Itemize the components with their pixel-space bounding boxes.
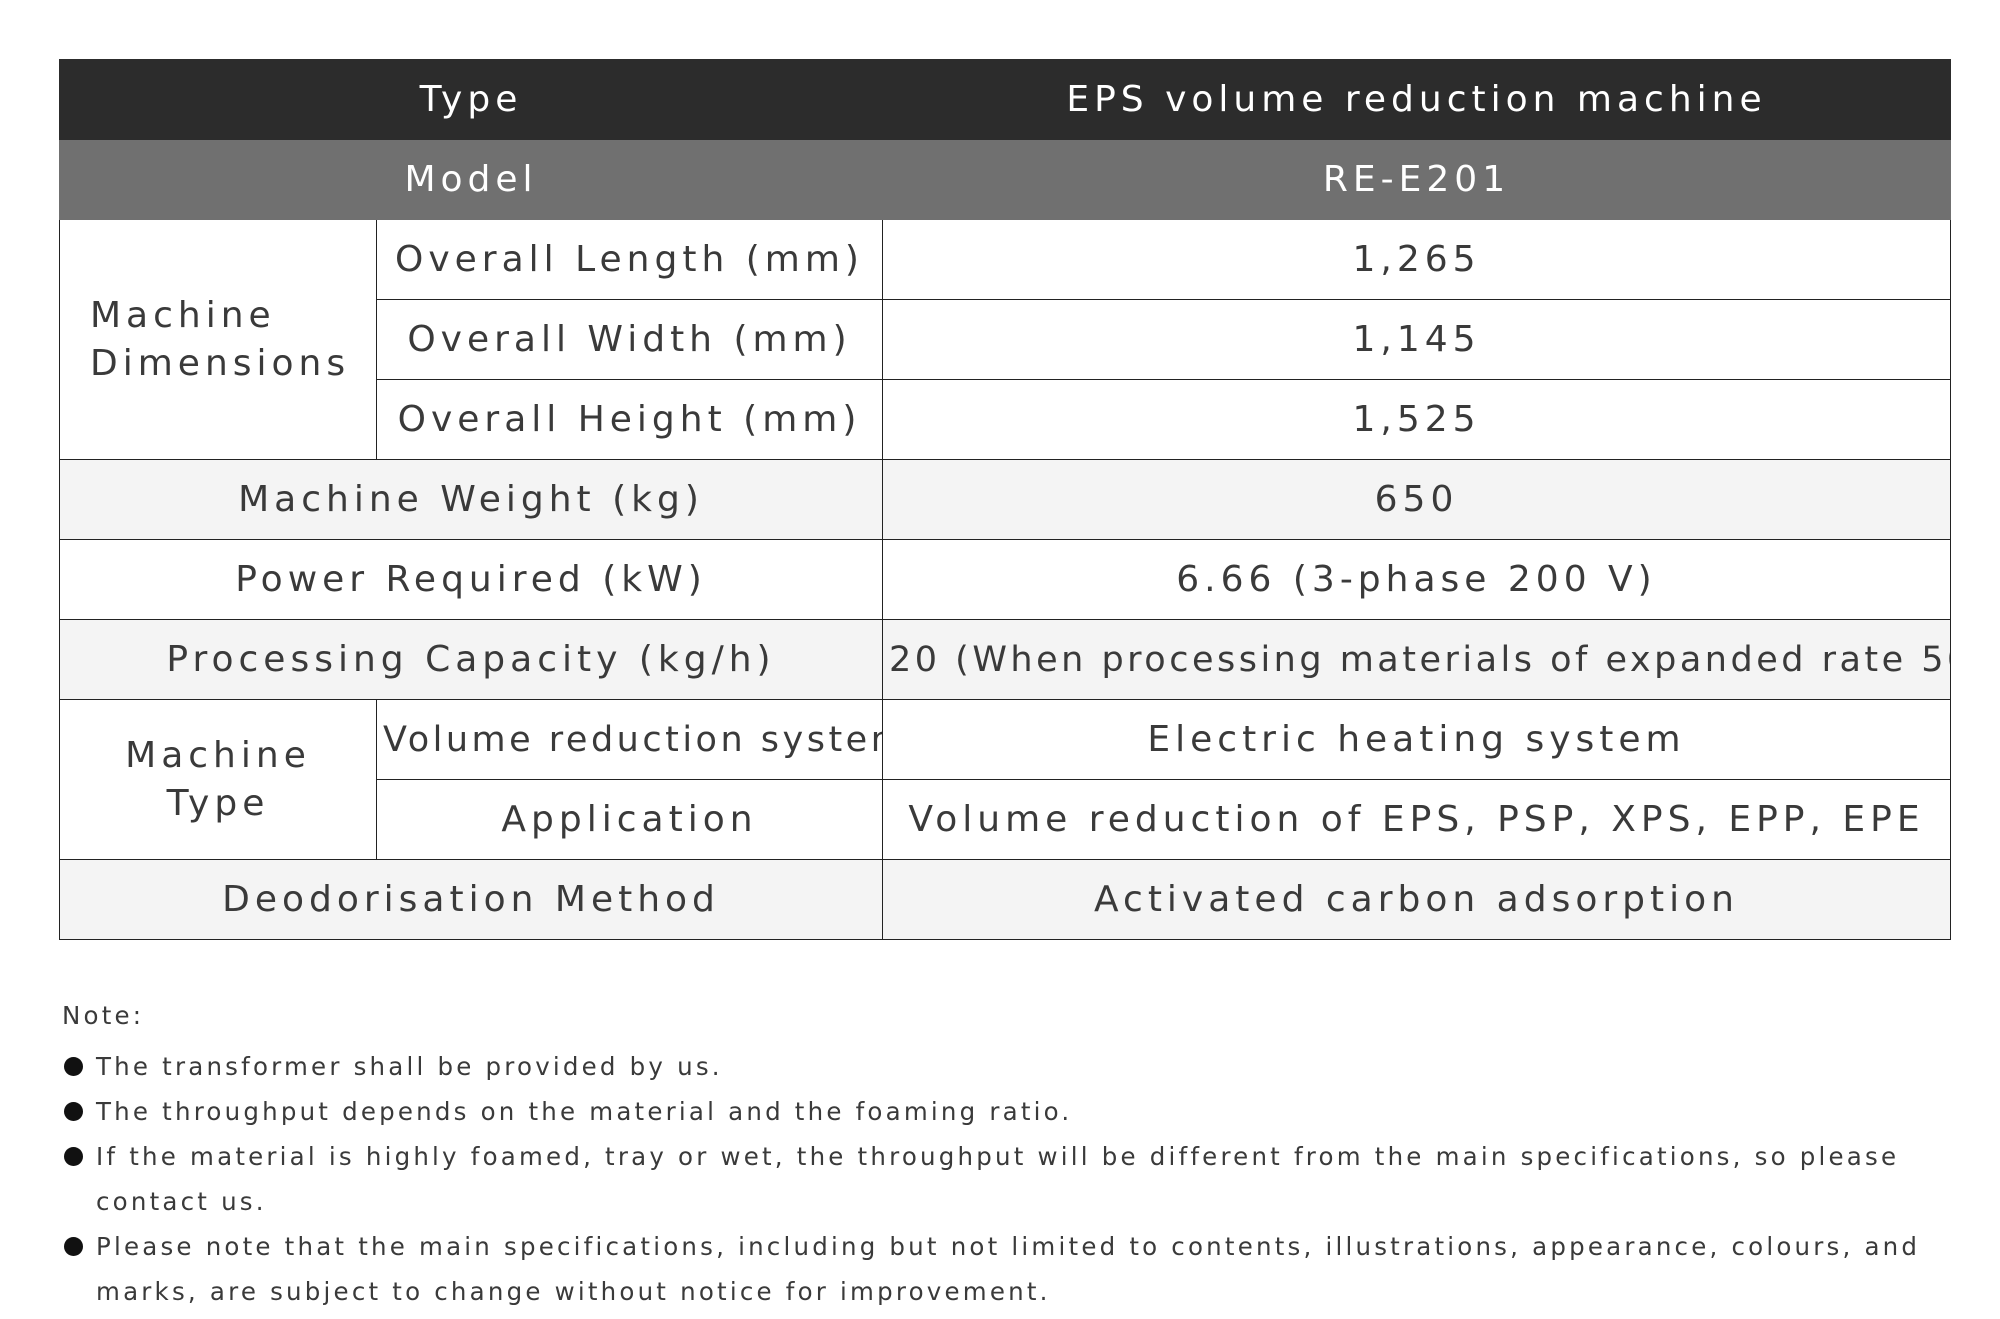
type-value: EPS volume reduction machine bbox=[882, 59, 1951, 140]
deodorisation-method-label: Deodorisation Method bbox=[59, 859, 883, 940]
machine-weight-value: 650 bbox=[882, 459, 1951, 540]
machine-type-label: Machine Type bbox=[59, 699, 377, 860]
type-label: Type bbox=[59, 59, 883, 140]
note-item: The throughput depends on the material a… bbox=[62, 1089, 1942, 1134]
note-text: The throughput depends on the material a… bbox=[96, 1097, 1073, 1126]
machine-dimensions-label: Machine Dimensions bbox=[59, 219, 377, 460]
note-item: The transformer shall be provided by us. bbox=[62, 1044, 1942, 1089]
overall-length-label: Overall Length (mm) bbox=[376, 219, 883, 300]
processing-capacity-label: Processing Capacity (kg/h) bbox=[59, 619, 883, 700]
deodorisation-method-value: Activated carbon adsorption bbox=[882, 859, 1951, 940]
model-label: Model bbox=[59, 139, 883, 220]
note-text: Please note that the main specifications… bbox=[96, 1232, 1921, 1306]
application-value: Volume reduction of EPS, PSP, XPS, EPP, … bbox=[882, 779, 1951, 860]
overall-length-value: 1,265 bbox=[882, 219, 1951, 300]
note-text: The transformer shall be provided by us. bbox=[96, 1052, 723, 1081]
notes-title: Note: bbox=[62, 1001, 145, 1030]
model-value: RE-E201 bbox=[882, 139, 1951, 220]
bullet-icon bbox=[64, 1237, 83, 1256]
model-row: Model RE-E201 bbox=[59, 139, 1951, 220]
processing-capacity-row: Processing Capacity (kg/h) 20 (When proc… bbox=[59, 619, 1951, 700]
specification-table: Type EPS volume reduction machine Model … bbox=[59, 59, 1951, 940]
type-row: Type EPS volume reduction machine bbox=[59, 59, 1951, 140]
volume-reduction-system-value: Electric heating system bbox=[882, 699, 1951, 780]
notes-section: Note: The transformer shall be provided … bbox=[62, 998, 1942, 1314]
bullet-icon bbox=[64, 1147, 83, 1166]
application-label: Application bbox=[376, 779, 883, 860]
overall-width-label: Overall Width (mm) bbox=[376, 299, 883, 380]
power-required-label: Power Required (kW) bbox=[59, 539, 883, 620]
overall-width-value: 1,145 bbox=[882, 299, 1951, 380]
overall-width-row: Overall Width (mm) 1,145 bbox=[60, 299, 1951, 380]
processing-capacity-value: 20 (When processing materials of expande… bbox=[882, 619, 1951, 700]
application-row: Application Volume reduction of EPS, PSP… bbox=[60, 779, 1951, 860]
note-item: Please note that the main specifications… bbox=[62, 1224, 1942, 1314]
note-text: If the material is highly foamed, tray o… bbox=[96, 1142, 1900, 1216]
overall-height-value: 1,525 bbox=[882, 379, 1951, 460]
bullet-icon bbox=[64, 1057, 83, 1076]
power-required-value: 6.66 (3-phase 200 V) bbox=[882, 539, 1951, 620]
bullet-icon bbox=[64, 1102, 83, 1121]
deodorisation-method-row: Deodorisation Method Activated carbon ad… bbox=[59, 859, 1951, 940]
overall-length-row: Machine Dimensions Overall Length (mm) 1… bbox=[59, 219, 1951, 460]
volume-reduction-system-label: Volume reduction system bbox=[376, 699, 883, 780]
machine-weight-row: Machine Weight (kg) 650 bbox=[59, 459, 1951, 540]
volume-reduction-system-row: Machine Type Volume reduction system Ele… bbox=[59, 699, 1951, 860]
power-required-row: Power Required (kW) 6.66 (3-phase 200 V) bbox=[59, 539, 1951, 620]
note-item: If the material is highly foamed, tray o… bbox=[62, 1134, 1942, 1224]
overall-height-label: Overall Height (mm) bbox=[376, 379, 883, 460]
machine-weight-label: Machine Weight (kg) bbox=[59, 459, 883, 540]
